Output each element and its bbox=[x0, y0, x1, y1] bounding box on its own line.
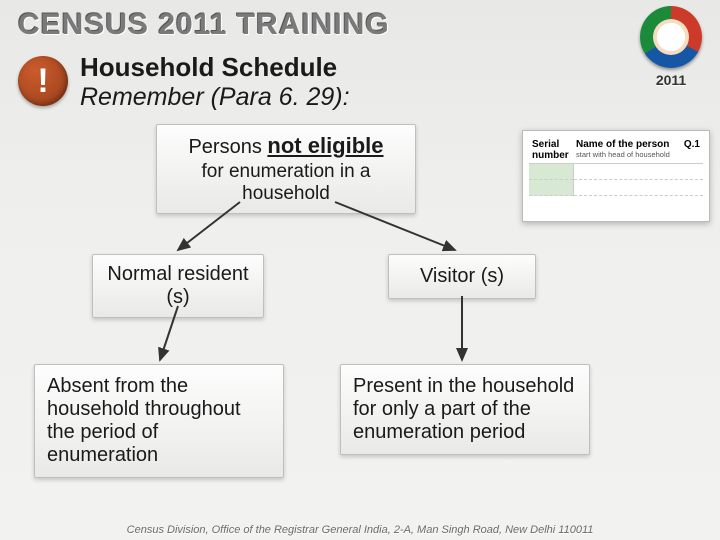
logo-year: 2011 bbox=[634, 72, 708, 88]
slide-title: CENSUS 2011 TRAINING bbox=[18, 8, 702, 42]
subheader-text: Household Schedule Remember (Para 6. 29)… bbox=[80, 52, 350, 112]
exclamation-icon: ! bbox=[18, 56, 68, 106]
node-mid-left: Normal resident (s) bbox=[92, 254, 264, 318]
slide-footer: Census Division, Office of the Registrar… bbox=[0, 524, 720, 536]
node-top-sub: for enumeration in a household bbox=[169, 161, 403, 205]
subheader-row: ! Household Schedule Remember (Para 6. 2… bbox=[0, 46, 720, 112]
subheader-line1: Household Schedule bbox=[80, 52, 350, 83]
census-logo-icon bbox=[640, 6, 702, 68]
node-bottom-left: Absent from the household throughout the… bbox=[34, 364, 284, 478]
census-logo: 2011 bbox=[634, 6, 708, 88]
node-bottom-right: Present in the household for only a part… bbox=[340, 364, 590, 455]
slide-header: CENSUS 2011 TRAINING bbox=[0, 0, 720, 46]
node-mid-right: Visitor (s) bbox=[388, 254, 536, 299]
node-top-emph: not eligible bbox=[267, 133, 383, 158]
form-col2-header: Q.1 Name of the person start with head o… bbox=[573, 137, 703, 164]
form-col1-header: Serial number bbox=[529, 137, 573, 164]
subheader-line2: Remember (Para 6. 29): bbox=[80, 83, 350, 112]
node-top: Persons not eligible for enumeration in … bbox=[156, 124, 416, 214]
form-snippet: Serial number Q.1 Name of the person sta… bbox=[522, 130, 710, 222]
node-top-pre: Persons bbox=[188, 136, 267, 158]
